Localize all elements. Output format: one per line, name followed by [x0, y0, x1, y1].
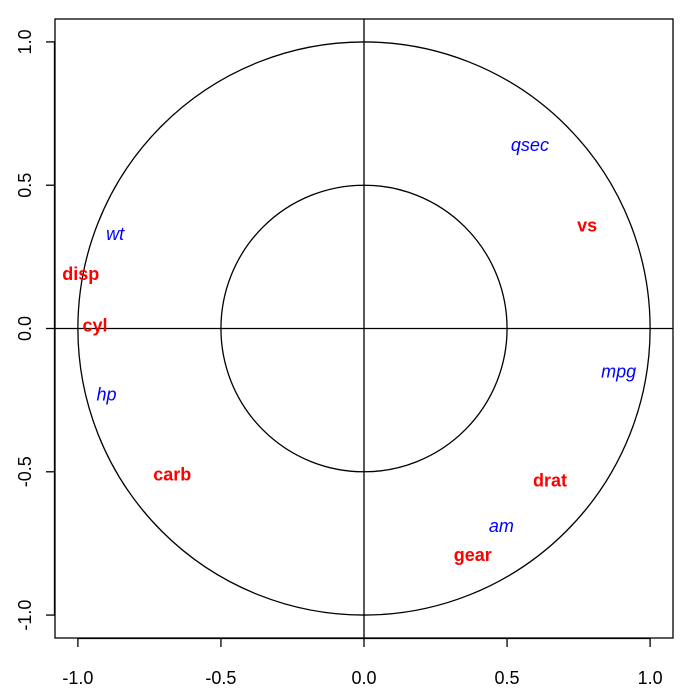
y-tick-label: 0.0: [15, 316, 35, 341]
y-tick-label: 1.0: [15, 29, 35, 54]
variable-label-carb: carb: [153, 465, 191, 485]
variable-label-am: am: [489, 516, 514, 536]
variable-label-gear: gear: [454, 545, 492, 565]
variable-label-drat: drat: [533, 470, 567, 490]
y-tick-label: -0.5: [15, 456, 35, 487]
x-tick-label: 0.0: [351, 668, 376, 688]
variable-label-qsec: qsec: [511, 135, 549, 155]
variable-label-cyl: cyl: [83, 316, 108, 336]
variable-label-vs: vs: [577, 215, 597, 235]
x-tick-label: 1.0: [638, 668, 663, 688]
x-tick-label: -0.5: [205, 668, 236, 688]
variable-label-disp: disp: [62, 264, 99, 284]
x-tick-label: -1.0: [62, 668, 93, 688]
variable-label-wt: wt: [106, 224, 125, 244]
y-tick-label: 0.5: [15, 173, 35, 198]
y-tick-label: -1.0: [15, 600, 35, 631]
variable-label-mpg: mpg: [601, 361, 636, 381]
variable-label-hp: hp: [96, 384, 116, 404]
x-tick-label: 0.5: [495, 668, 520, 688]
